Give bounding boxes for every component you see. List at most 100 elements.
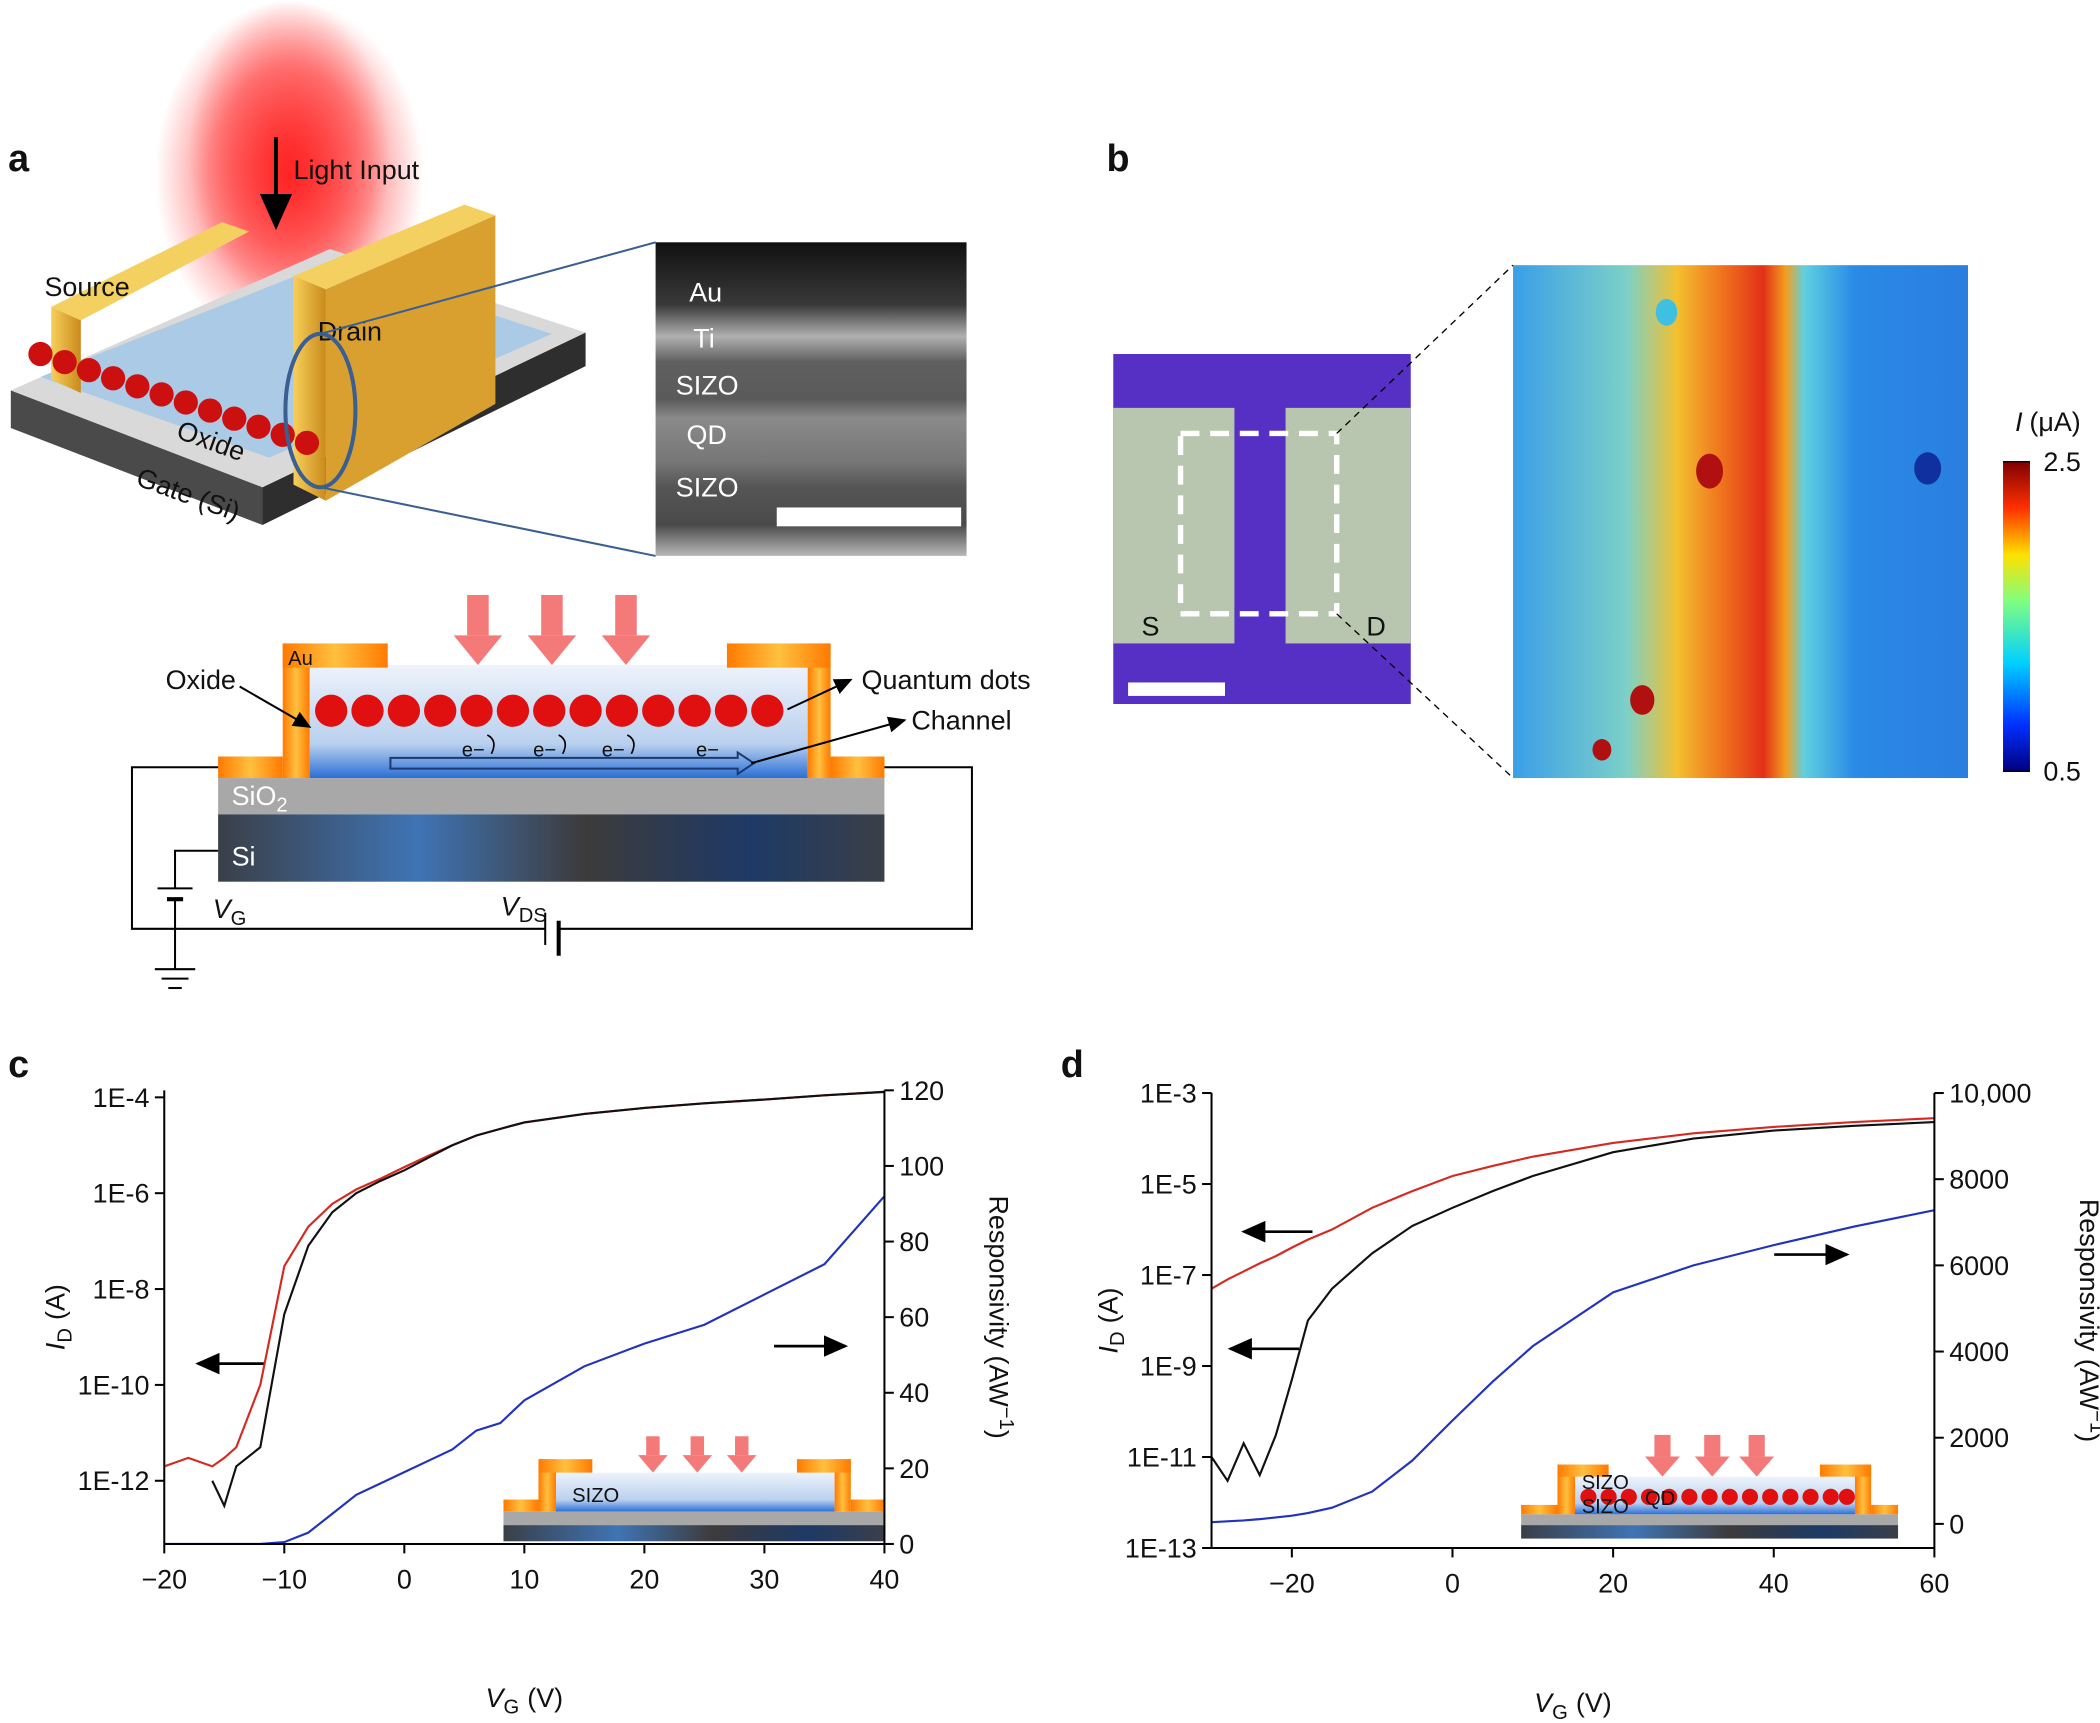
oxide-label: Oxide (166, 665, 236, 695)
y2-axis-label: Responsivity (AW−1) (2074, 1199, 2100, 1442)
panel-c-shape (503, 1525, 885, 1542)
panel-a-shape-shape (218, 756, 283, 779)
chart: −20 0 20 40 60 1E-3 1E-5 1E-7 1E-9 1E-11 1E-13 0 200… (1093, 1078, 2100, 1723)
x-axis-label: VG (V) (486, 1683, 564, 1719)
panel-a-shape-shape (149, 382, 174, 407)
data-line (211, 1090, 885, 1509)
sio2-label-shape: 2 (276, 795, 287, 817)
panel-d-shape-shape (1620, 1488, 1637, 1505)
chart: −20 −10 0 10 20 30 40 1E-4 1E-6 1E-8 1E-10 1E-12 0 20… (41, 1076, 1018, 1719)
y2-tick-label: 4000 (1949, 1337, 2009, 1367)
source-label: S (1142, 611, 1160, 641)
panel-c-shape-shape (850, 1499, 885, 1512)
panel-c-shape (503, 1511, 885, 1526)
panel-a-shape-shape (173, 390, 198, 415)
x-tick-label: 10 (509, 1564, 539, 1594)
panel-a-shape-shape (460, 694, 493, 727)
x-tick-label: 0 (397, 1564, 412, 1594)
x-tick-label: 40 (1759, 1568, 1789, 1598)
panel-c-shape-shape (503, 1499, 539, 1512)
panel-a-shape-shape (387, 694, 421, 727)
electron-label: e− (462, 740, 485, 762)
panel-a-shape-shape (558, 766, 973, 930)
panel-a-shape-shape (453, 635, 503, 665)
label-part: I (1093, 1346, 1123, 1354)
panel-a-shape (486, 734, 635, 755)
label-part: V (486, 1683, 507, 1713)
panel-c: c SIZO (8, 1043, 885, 1542)
panel-a-shape-shape (315, 694, 348, 727)
y-tick-label: 1E-8 (93, 1274, 150, 1304)
panel-b: b S D I (μA) 2.5 0.5 (1107, 137, 2081, 787)
vds-label: VDS (501, 891, 547, 927)
panel-a-shape-shape (601, 635, 651, 665)
panel-c-shape-shape (638, 1455, 668, 1473)
label-part: Responsivity (AW (983, 1195, 1013, 1407)
panel-a-shape-shape (726, 643, 831, 668)
colorbar-label-shape: I (2015, 407, 2023, 437)
panel-a-shape (10, 390, 263, 525)
panel-c-shape-shape (646, 1436, 660, 1456)
panel-c-shape-shape (682, 1455, 713, 1473)
panel-a-shape (218, 643, 885, 779)
panel-a-shape-shape (270, 422, 295, 447)
vds-label-shape: V (501, 891, 522, 921)
panel-label: d (1061, 1043, 1084, 1085)
inset-label: SIZO (1582, 1496, 1629, 1518)
panel-a-shape (51, 306, 81, 394)
y2-tick-label: 20 (899, 1454, 929, 1484)
panel-a-shape-shape (678, 694, 711, 727)
electron-label: e− (696, 740, 719, 762)
panel-d-shape-shape (1782, 1488, 1799, 1505)
x-tick-label: 20 (629, 1564, 659, 1594)
panel-a-shape (320, 241, 656, 335)
panel-a-shape-shape (52, 349, 77, 375)
label-part: G (503, 1697, 519, 1719)
label-part: ) (2074, 1433, 2100, 1442)
label-part: (A) (41, 1284, 71, 1320)
panel-d-shape-shape (1802, 1488, 1819, 1505)
panel-b-shape (1914, 452, 1942, 485)
panel-a-shape-shape (125, 374, 150, 399)
y-tick-label: 1E-4 (93, 1083, 150, 1113)
panel-c-shape-shape (726, 1455, 757, 1473)
y-tick-label: 1E-7 (1140, 1260, 1197, 1290)
panel-a-shape (320, 486, 656, 557)
panel-d-shape-shape (1557, 1464, 1575, 1515)
y2-tick-label: 8000 (1949, 1165, 2009, 1195)
data-line (163, 1090, 885, 1468)
panel-d-shape (1521, 1464, 1899, 1515)
y2-tick-label: 0 (899, 1529, 914, 1559)
panel-c-shape (503, 1459, 885, 1512)
panel-a-shape-shape (830, 756, 885, 779)
panel-a-shape-shape (533, 694, 566, 727)
y-tick-label: 1E-9 (1140, 1351, 1197, 1381)
vg-label-shape: G (231, 908, 247, 930)
panel-d-shape-shape (1557, 1464, 1609, 1477)
x-tick-label: −20 (141, 1564, 187, 1594)
x-tick-label: 20 (1598, 1568, 1628, 1598)
panel-d-shape-shape (1819, 1464, 1872, 1477)
colorbar-max: 2.5 (2043, 447, 2080, 477)
electron-label: e− (602, 740, 625, 762)
x-tick-label: 30 (749, 1564, 779, 1594)
panel-a-shape-shape (28, 341, 53, 367)
panel-d-shape-shape (1854, 1464, 1872, 1515)
sio2-label-shape: SiO (232, 781, 277, 811)
panel-d-shape-shape (1580, 1488, 1597, 1505)
label-part: −1 (2086, 1410, 2100, 1433)
label-part: ) (983, 1430, 1013, 1439)
colorbar-label: I (μA) (2015, 407, 2081, 437)
panel-a-shape-shape (351, 694, 384, 727)
panel-a-shape-shape (130, 766, 546, 930)
y2-tick-label: 10,000 (1949, 1078, 2031, 1108)
panel-a-shape-shape (424, 694, 457, 727)
panel-a-shape-shape (496, 694, 530, 727)
tem-layer-label: SIZO (676, 473, 739, 503)
panel-a-shape (218, 778, 885, 815)
panel-d-shape-shape (1748, 1434, 1765, 1457)
y2-tick-label: 6000 (1949, 1251, 2009, 1281)
light-input-label: Light Input (293, 155, 419, 185)
panel-d-shape (1580, 1488, 1855, 1505)
